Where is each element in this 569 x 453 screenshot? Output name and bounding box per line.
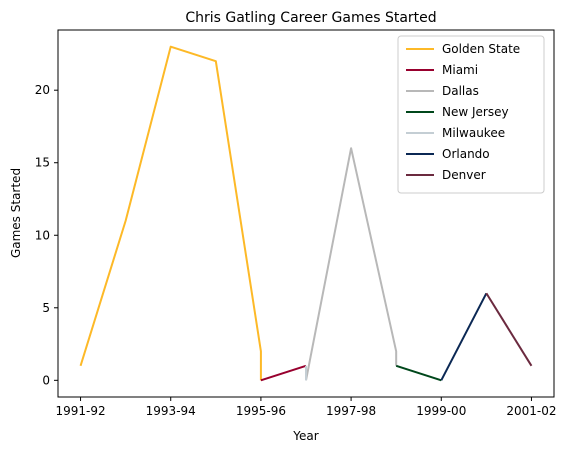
y-tick-label: 10 <box>35 228 50 242</box>
x-tick-label: 1997-98 <box>326 404 376 418</box>
y-tick-label: 20 <box>35 83 50 97</box>
series-line-denver <box>485 292 533 367</box>
legend-label-milwaukee: Milwaukee <box>442 126 505 140</box>
legend-label-golden-state: Golden State <box>442 42 520 56</box>
legend: Golden State Miami Dallas New Jersey Milwauk… <box>397 35 545 194</box>
legend-label-new-jersey: New Jersey <box>442 105 509 119</box>
series-line-miami <box>260 364 307 382</box>
series-line-orlando <box>440 292 488 381</box>
y-tick-label: 15 <box>35 156 50 170</box>
y-axis-label: Games Started <box>9 168 23 258</box>
x-axis: 1991-92 1993-94 1995-96 1997-98 1999-00 2001-… <box>55 397 557 418</box>
series-line-golden-state <box>79 45 262 381</box>
plot-frame <box>57 29 555 398</box>
legend-label-orlando: Orlando <box>442 147 490 161</box>
x-tick-label: 1999-00 <box>416 404 466 418</box>
x-tick-label: 1993-94 <box>146 404 196 418</box>
x-axis-label: Year <box>292 429 318 443</box>
legend-label-denver: Denver <box>442 168 486 182</box>
y-tick-label: 0 <box>42 373 50 387</box>
x-tick-label: 1995-96 <box>236 404 286 418</box>
x-tick-label: 1991-92 <box>55 404 105 418</box>
series-line-dallas <box>305 147 398 381</box>
legend-box <box>397 35 545 194</box>
series-layer <box>79 45 533 382</box>
legend-label-miami: Miami <box>442 63 478 77</box>
series-line-new-jersey <box>395 364 442 382</box>
y-axis: 0 5 10 15 20 <box>35 83 58 387</box>
legend-label-dallas: Dallas <box>442 84 479 98</box>
y-tick-label: 5 <box>42 301 50 315</box>
x-tick-label: 2001-02 <box>506 404 556 418</box>
chart-title: Chris Gatling Career Games Started <box>185 10 436 26</box>
